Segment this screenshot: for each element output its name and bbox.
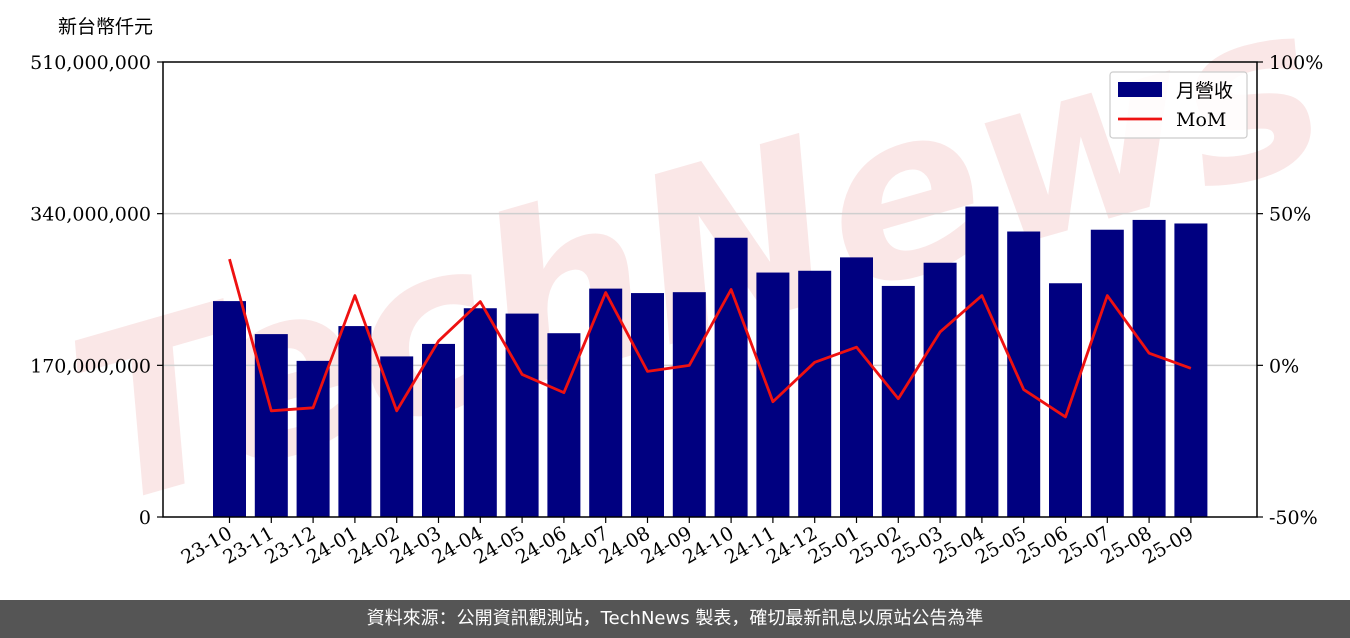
legend-swatch-bar [1118, 82, 1162, 97]
bar-24-01 [338, 326, 372, 517]
right-tick-label: 0% [1269, 355, 1299, 377]
bar-24-09 [672, 292, 706, 517]
bar-25-03 [923, 262, 957, 517]
legend: 月營收 MoM [1109, 71, 1248, 139]
left-axis: 0 170,000,000 340,000,000 510,000,000 [30, 52, 163, 529]
y-unit-label: 新台幣仟元 [58, 16, 153, 38]
x-axis: 23-1023-1123-1224-0124-0224-0324-0424-05… [178, 517, 1197, 569]
bar-23-10 [213, 301, 246, 517]
bar-25-07 [1090, 229, 1124, 517]
right-tick-label: -50% [1269, 507, 1318, 529]
bar-24-04 [463, 308, 497, 517]
bar-25-01 [840, 257, 873, 517]
bar-24-06 [547, 333, 581, 517]
bar-24-05 [505, 313, 539, 517]
mom-line-layer [228, 258, 1192, 419]
right-tick-label: 50% [1269, 204, 1311, 226]
bar-24-11 [756, 272, 790, 517]
bar-25-05 [1007, 231, 1041, 517]
bar-23-12 [296, 360, 330, 517]
footer: 資料來源：公開資訊觀測站，TechNews 製表，確切最新訊息以原站公告為準 [0, 600, 1350, 638]
bar-24-07 [589, 288, 623, 517]
bar-23-11 [254, 334, 288, 517]
bar-25-08 [1132, 219, 1166, 518]
legend-label-mom: MoM [1176, 109, 1226, 131]
bar-25-06 [1049, 283, 1082, 517]
mom-line [228, 258, 1192, 419]
footer-text: 資料來源：公開資訊觀測站，TechNews 製表，確切最新訊息以原站公告為準 [366, 608, 984, 629]
bar-25-09 [1174, 223, 1208, 517]
bar-25-04 [965, 206, 999, 517]
plot-frame [162, 61, 1258, 518]
left-tick-label: 510,000,000 [30, 52, 151, 74]
bar-24-03 [422, 343, 455, 517]
left-tick-label: 170,000,000 [30, 355, 151, 377]
left-tick-label: 0 [139, 507, 151, 529]
chart: TechNews 0170,000,000340,000,000510,000,… [30, 0, 1350, 569]
bar-24-08 [631, 293, 664, 517]
legend-label-revenue: 月營收 [1176, 80, 1233, 102]
bar-24-10 [714, 237, 748, 518]
right-axis: -50% 0% 50% 100% [1257, 52, 1323, 529]
bar-24-12 [798, 270, 832, 517]
right-tick-label: 100% [1269, 52, 1323, 74]
bars [213, 206, 1208, 518]
bar-25-02 [881, 285, 915, 517]
left-tick-label: 340,000,000 [30, 204, 151, 226]
